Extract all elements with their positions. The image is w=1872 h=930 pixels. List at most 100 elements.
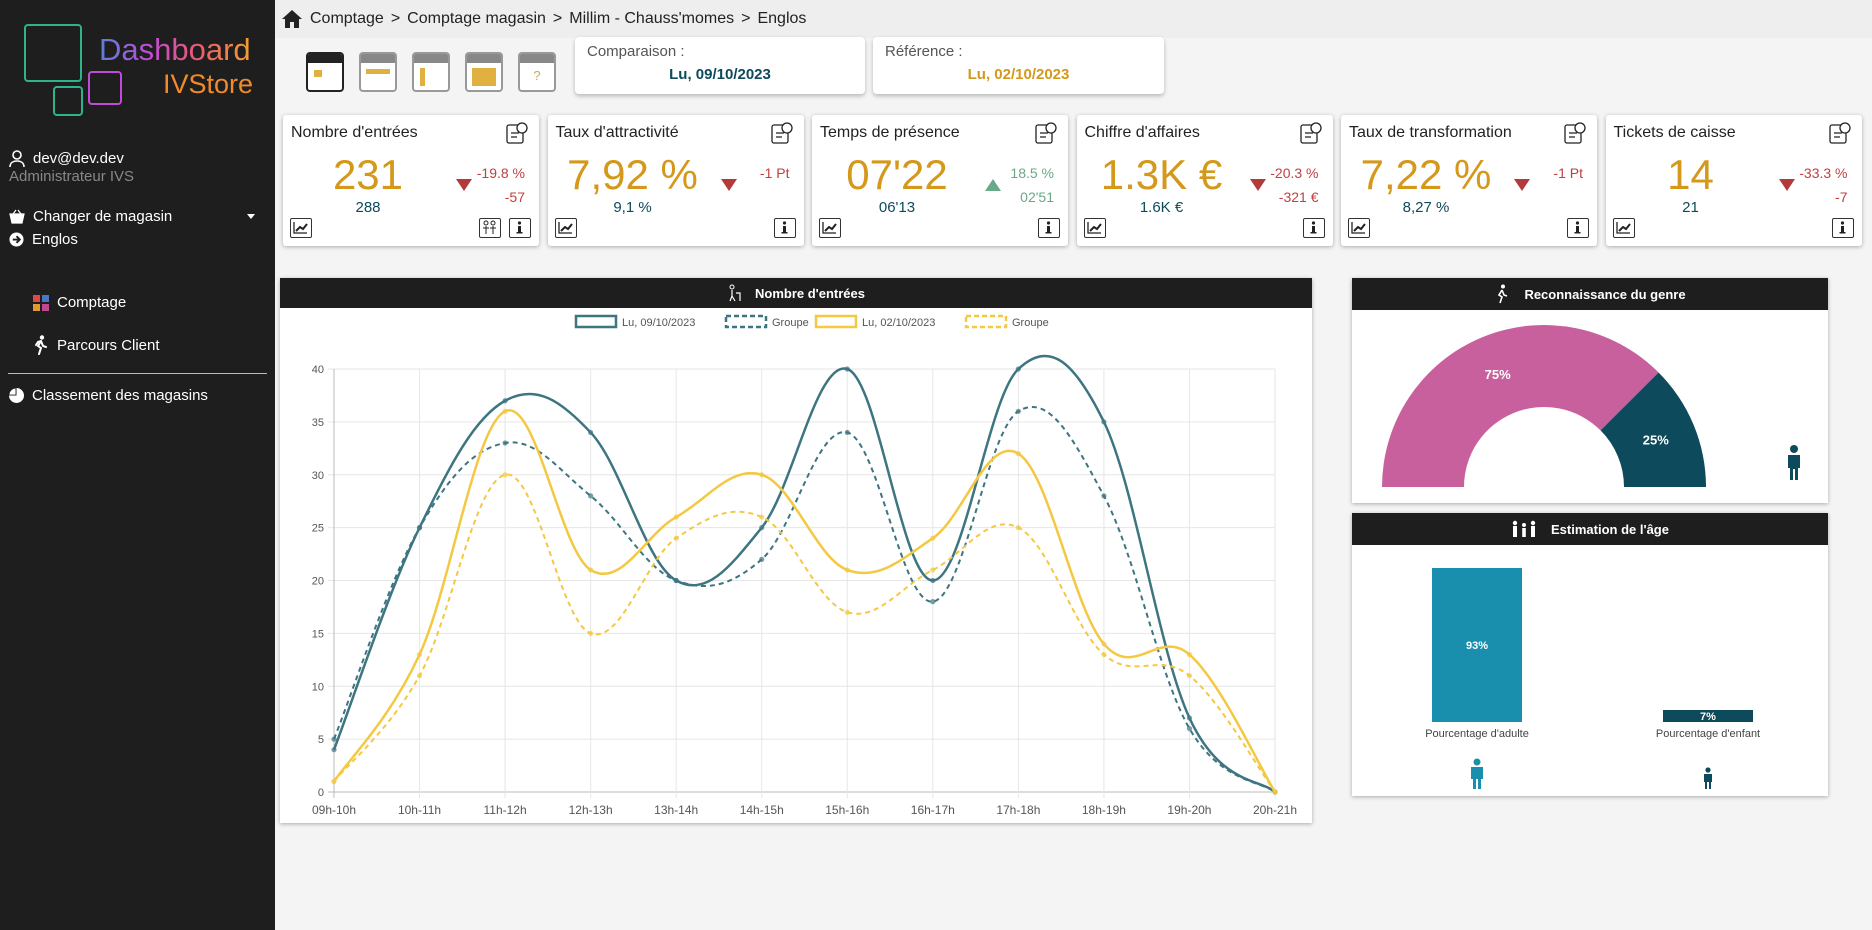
data-point[interactable] — [502, 472, 508, 478]
data-point[interactable] — [416, 673, 423, 679]
legend-swatch[interactable] — [724, 314, 768, 329]
gauge-segment-0[interactable] — [1382, 324, 1659, 487]
current-store[interactable]: Englos — [9, 231, 78, 248]
kpi-info-button[interactable] — [1831, 218, 1854, 238]
data-point[interactable] — [759, 514, 765, 520]
data-point[interactable] — [502, 440, 508, 446]
breadcrumb: Comptage > Comptage magasin > Millim - C… — [275, 0, 1872, 38]
breadcrumb-item[interactable]: Millim - Chauss'momes — [569, 10, 735, 27]
data-point[interactable] — [331, 747, 337, 753]
series-line-2[interactable] — [332, 409, 1277, 793]
kpi-card-5: Tickets de caisse 14 21 -33.3 % -7 — [1605, 115, 1862, 246]
kpi-chart-button[interactable] — [1083, 218, 1106, 238]
sidebar-item-ranking[interactable]: Classement des magasins — [9, 387, 208, 404]
data-point[interactable] — [930, 535, 936, 541]
change-store-dropdown[interactable]: Changer de magasin — [9, 208, 265, 225]
data-point[interactable] — [416, 525, 423, 531]
breadcrumb-item[interactable]: Comptage — [310, 10, 384, 27]
data-point[interactable] — [1101, 641, 1107, 647]
data-point[interactable] — [331, 778, 337, 785]
legend-swatch[interactable] — [964, 314, 1008, 329]
kpi-value: 7,22 % — [1360, 151, 1492, 198]
data-point[interactable] — [759, 556, 765, 562]
data-point[interactable] — [1101, 493, 1107, 499]
data-point[interactable] — [1015, 451, 1021, 457]
period-week-icon[interactable] — [359, 52, 397, 92]
kpi-chart-button[interactable] — [819, 218, 841, 238]
data-point[interactable] — [930, 577, 936, 584]
legend-label[interactable]: Groupe — [1012, 317, 1049, 329]
kpi-group-button[interactable] — [479, 218, 501, 238]
legend-swatch[interactable] — [814, 314, 858, 329]
home-icon[interactable] — [281, 9, 303, 29]
data-point[interactable] — [1015, 366, 1021, 372]
comparison-date-picker[interactable]: Comparaison : Lu, 09/10/2023 — [575, 37, 865, 94]
kpi-chart-button[interactable] — [1612, 218, 1635, 238]
age-bar-chart[interactable]: 93% Pourcentage d'adulte 7% Pourcentage d'e… — [1352, 545, 1828, 796]
age-bar-0[interactable] — [1432, 568, 1522, 722]
data-point[interactable] — [844, 429, 850, 436]
kpi-chart-button[interactable] — [1348, 218, 1370, 238]
age-bar-1[interactable] — [1663, 710, 1753, 722]
data-point[interactable] — [1015, 408, 1021, 414]
data-point[interactable] — [1186, 673, 1193, 679]
data-point[interactable] — [1101, 651, 1107, 658]
gender-gauge-chart[interactable]: 75% 25% — [1352, 310, 1828, 503]
sidebar-item-comptage[interactable]: Comptage — [33, 294, 126, 311]
data-point[interactable] — [1186, 651, 1193, 658]
receipt-icon — [1828, 122, 1851, 144]
sidebar-item-parcours[interactable]: Parcours Client — [33, 335, 160, 355]
kpi-chart-button[interactable] — [290, 218, 312, 238]
data-point[interactable] — [844, 609, 850, 615]
data-point[interactable] — [673, 514, 679, 520]
y-tick-label: 5 — [318, 734, 324, 746]
data-point[interactable] — [588, 493, 594, 499]
data-point[interactable] — [1186, 715, 1193, 721]
app-logo[interactable]: Dashboard IVStore — [24, 22, 264, 122]
kpi-info-button[interactable] — [1038, 218, 1060, 238]
kpi-info-button[interactable] — [773, 218, 796, 238]
series-line-1[interactable] — [333, 405, 1276, 793]
legend-swatch[interactable] — [574, 314, 618, 329]
data-point[interactable] — [1272, 789, 1278, 795]
data-point[interactable] — [588, 567, 594, 573]
data-point[interactable] — [416, 651, 423, 658]
kpi-delta-percent: -1 Pt — [1553, 165, 1583, 181]
data-point[interactable] — [673, 577, 679, 584]
reference-date-picker[interactable]: Référence : Lu, 02/10/2023 — [873, 37, 1164, 94]
data-point[interactable] — [1101, 419, 1107, 425]
period-year-icon[interactable] — [465, 52, 503, 92]
x-tick-label: 13h-14h — [654, 803, 698, 817]
data-point[interactable] — [759, 525, 765, 531]
entries-line-chart[interactable]: 0 5 10 15 20 25 30 35 40 09h-10h 10h-11h 11h-12h 12h… — [280, 308, 1312, 823]
gauge-segment-1[interactable] — [1600, 372, 1706, 487]
legend-label[interactable]: Lu, 02/10/2023 — [862, 317, 935, 329]
period-day-icon[interactable] — [306, 52, 344, 92]
data-point[interactable] — [1015, 525, 1021, 531]
kpi-chart-button[interactable] — [554, 218, 577, 238]
data-point[interactable] — [331, 736, 337, 742]
data-point[interactable] — [588, 429, 594, 436]
data-point[interactable] — [930, 567, 936, 573]
data-point[interactable] — [759, 472, 765, 478]
data-point[interactable] — [930, 599, 936, 605]
data-point[interactable] — [588, 630, 594, 636]
series-line-3[interactable] — [333, 473, 1276, 793]
data-point[interactable] — [502, 408, 508, 414]
series-line-0[interactable] — [332, 354, 1276, 793]
legend-label[interactable]: Lu, 09/10/2023 — [622, 317, 695, 329]
kpi-info-button[interactable] — [509, 218, 531, 238]
sidebar: Dashboard IVStore dev@dev.dev Administra… — [0, 0, 275, 930]
breadcrumb-item[interactable]: Comptage magasin — [407, 10, 546, 27]
period-month-icon[interactable] — [412, 52, 450, 92]
line-chart-icon — [293, 222, 308, 234]
kpi-info-button[interactable] — [1302, 218, 1325, 238]
data-point[interactable] — [673, 535, 679, 541]
legend-label[interactable]: Groupe — [772, 317, 809, 329]
data-point[interactable] — [844, 567, 850, 573]
data-point[interactable] — [1186, 725, 1193, 732]
data-point[interactable] — [844, 366, 850, 372]
data-point[interactable] — [502, 398, 508, 404]
period-custom-icon[interactable]: ? — [518, 52, 556, 92]
kpi-info-button[interactable] — [1567, 218, 1589, 238]
